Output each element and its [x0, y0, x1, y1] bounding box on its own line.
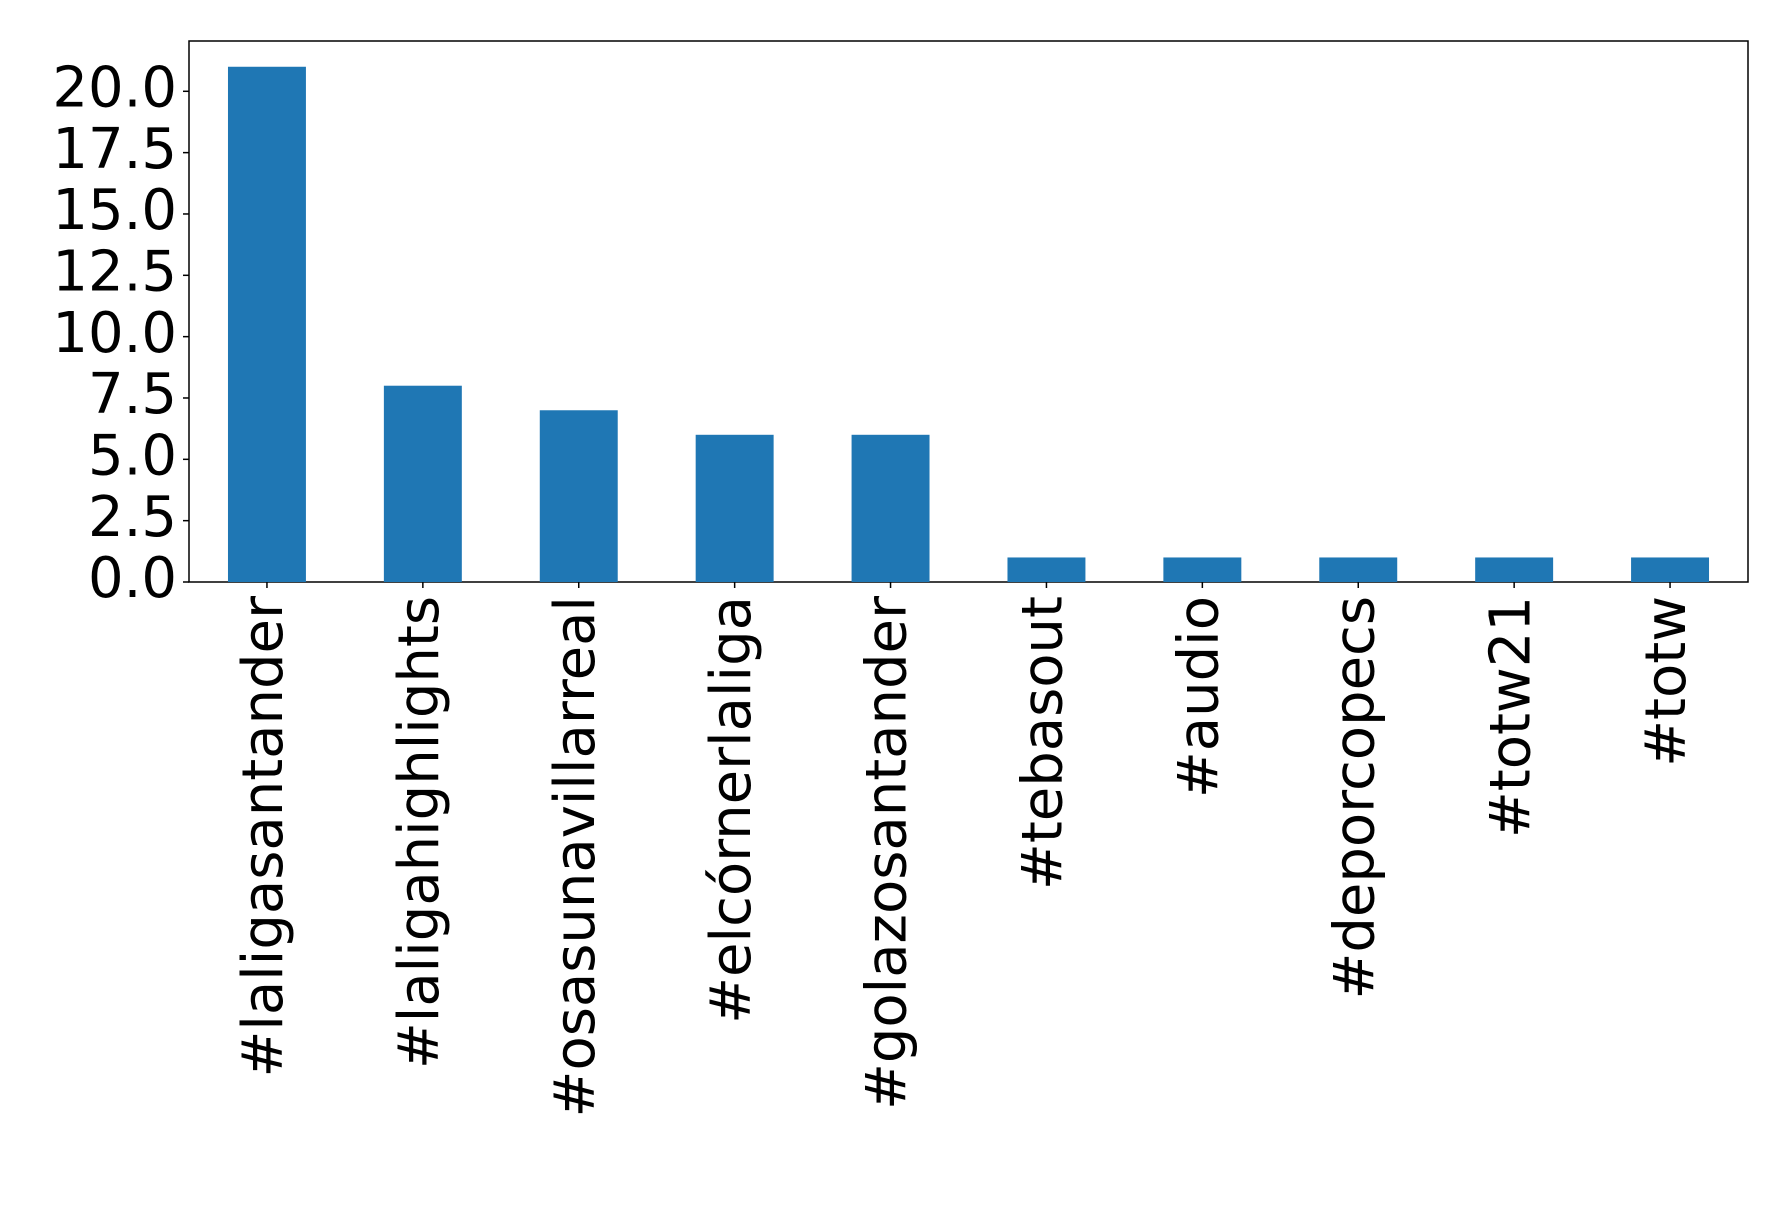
x-tick-label: #totw21 — [1478, 596, 1543, 838]
x-tick-label: #laligasantander — [231, 595, 296, 1078]
x-tick-label: #elcórnerlaliga — [699, 596, 764, 1024]
x-tick-label: #laligahighlights — [387, 596, 452, 1069]
y-tick-label: 15.0 — [52, 178, 177, 243]
x-tick-label: #audio — [1166, 596, 1231, 798]
bar — [383, 385, 462, 582]
bar — [1319, 557, 1398, 582]
x-tick-label: #golazosantander — [855, 595, 920, 1110]
bar — [227, 66, 306, 582]
bar — [1007, 557, 1086, 582]
y-tick-label: 17.5 — [52, 117, 177, 182]
y-tick-label: 5.0 — [88, 423, 177, 488]
y-tick-label: 10.0 — [52, 301, 177, 366]
bar — [1163, 557, 1242, 582]
bar — [539, 410, 618, 582]
bar — [695, 434, 774, 582]
y-tick-label: 12.5 — [52, 239, 177, 304]
x-tick-label: #totw — [1634, 596, 1699, 767]
bar — [1475, 557, 1554, 582]
x-tick-label: #osasunavillarreal — [543, 596, 608, 1117]
y-tick-label: 7.5 — [88, 362, 177, 427]
bar — [851, 434, 930, 582]
x-tick-label: #tebasout — [1011, 596, 1076, 890]
y-tick-label: 2.5 — [88, 485, 177, 550]
y-tick-label: 20.0 — [52, 55, 177, 120]
bar — [1631, 557, 1710, 582]
x-tick-label: #deporcopecs — [1322, 596, 1387, 1000]
axes-frame — [188, 40, 1749, 583]
y-tick-label: 0.0 — [88, 546, 177, 611]
